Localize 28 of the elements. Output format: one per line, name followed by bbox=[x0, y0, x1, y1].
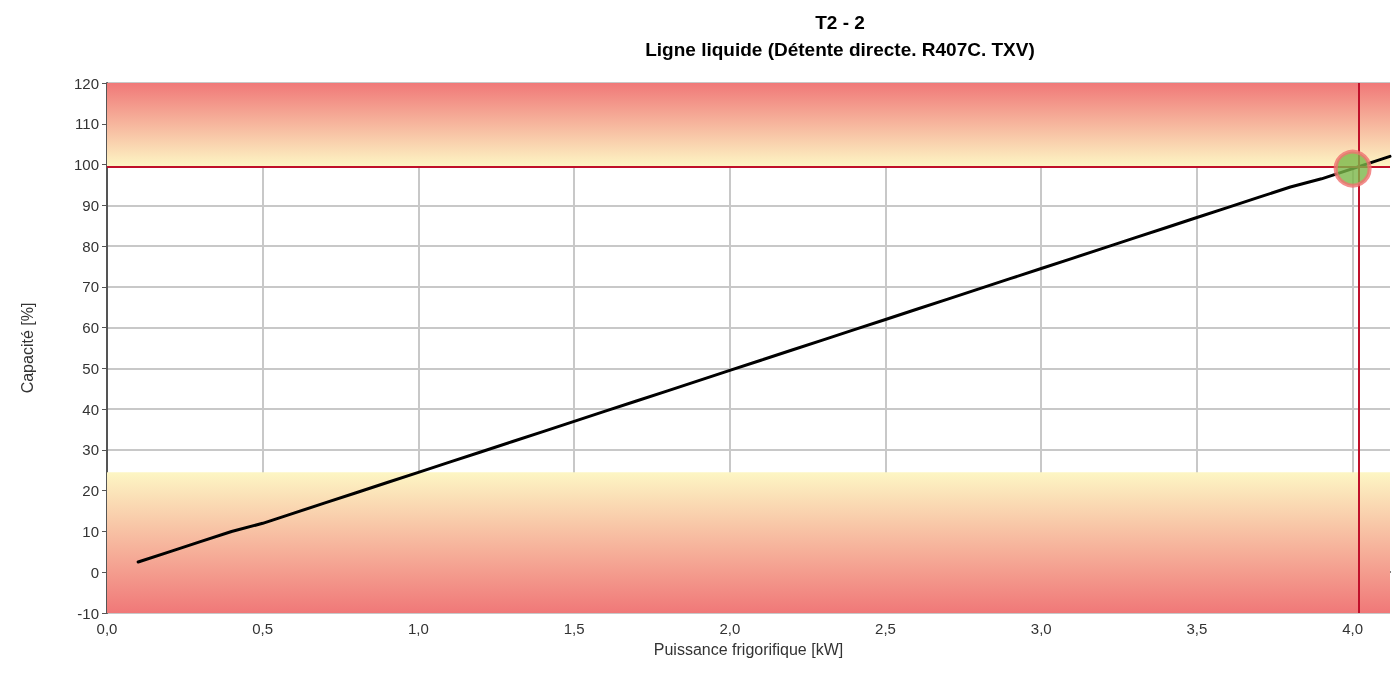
y-tick-label: 90 bbox=[82, 196, 99, 214]
x-tick-label: 3,0 bbox=[1030, 620, 1052, 637]
y-tick-label: 50 bbox=[82, 359, 99, 377]
y-tick-label: 70 bbox=[82, 278, 99, 296]
x-tick-label: 2,0 bbox=[719, 620, 741, 637]
y-tick-label: 100 bbox=[73, 156, 99, 174]
y-tick-label: 110 bbox=[75, 115, 99, 133]
x-tick-label: 0,0 bbox=[96, 620, 118, 637]
y-tick-label: 60 bbox=[82, 319, 99, 337]
y-tick-label: 30 bbox=[82, 441, 99, 459]
chart-subtitle: Ligne liquide (Détente directe. R407C. TXV) bbox=[645, 39, 1035, 60]
line-series bbox=[136, 154, 1392, 564]
x-tick-label: 1,5 bbox=[563, 620, 585, 637]
y-tick-label: 0 bbox=[90, 563, 99, 581]
y-tick-label: -10 bbox=[77, 604, 99, 622]
y-tick-label: 10 bbox=[82, 522, 99, 540]
x-tick-label: 1,0 bbox=[407, 620, 429, 637]
x-tick-label: 3,5 bbox=[1186, 620, 1208, 637]
x-axis-title: Puissance frigorifique [kW] bbox=[653, 640, 844, 658]
y-tick-label: 40 bbox=[82, 400, 99, 418]
x-tick-label: 4,0 bbox=[1342, 620, 1364, 637]
x-tick-label: 0,5 bbox=[252, 620, 274, 637]
y-tick-label: 80 bbox=[82, 237, 99, 255]
y-axis-title: Capacité [%] bbox=[18, 302, 36, 394]
x-tick-label: 2,5 bbox=[875, 620, 896, 637]
y-tick-label: 120 bbox=[73, 74, 99, 92]
chart-title: T2 - 2 bbox=[815, 12, 865, 33]
y-tick-label: 20 bbox=[82, 482, 99, 500]
